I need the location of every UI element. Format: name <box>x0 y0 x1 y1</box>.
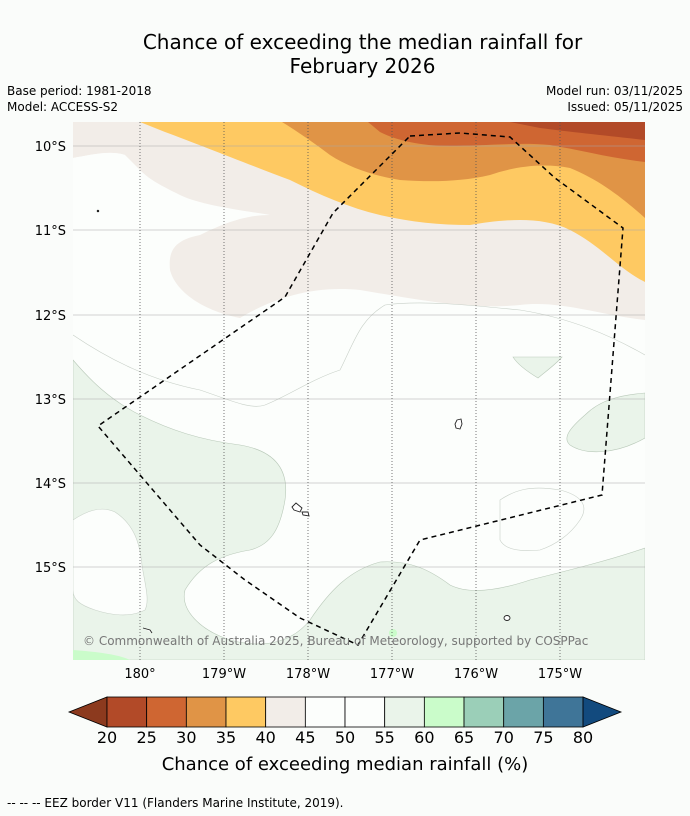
meta-left: Base period: 1981-2018 Model: ACCESS-S2 <box>7 83 152 115</box>
meta-right: Model run: 03/11/2025 Issued: 05/11/2025 <box>546 83 683 115</box>
colorbar-tick-label: 40 <box>256 728 276 747</box>
colorbar-tick-label: 35 <box>216 728 236 747</box>
lat-label-13s: 13°S <box>35 393 66 408</box>
region-60-65-south <box>73 650 130 660</box>
lat-label-14s: 14°S <box>35 477 66 492</box>
lat-label-12s: 12°S <box>35 309 66 324</box>
colorbar-segment <box>225 696 267 728</box>
lat-labels: 10°S 11°S 12°S 13°S 14°S 15°S <box>35 140 66 576</box>
colorbar-tick-label: 45 <box>295 728 315 747</box>
lon-labels: 180° 179°W 178°W 177°W 176°W 175°W <box>124 667 582 682</box>
eez-legend-note: -- -- -- EEZ border V11 (Flanders Marine… <box>7 796 344 810</box>
colorbar-title: Chance of exceeding median rainfall (%) <box>162 754 529 775</box>
colorbar-tick-label: 30 <box>176 728 196 747</box>
colorbar-segment <box>423 696 465 728</box>
islands <box>96 209 511 634</box>
colorbar-segment <box>185 696 227 728</box>
colorbar-segment <box>344 696 386 728</box>
colorbar-tick-label: 20 <box>97 728 117 747</box>
colorbar-under-arrow <box>67 696 108 728</box>
colorbar-segment <box>265 696 306 728</box>
lat-gridlines <box>73 145 645 568</box>
colorbar-segment <box>304 696 346 728</box>
colorbar-segment <box>106 696 148 728</box>
island-central-2 <box>301 511 310 517</box>
region-55-60-pocket <box>512 356 563 379</box>
lon-label-178w: 178°W <box>286 667 330 682</box>
contour-line <box>73 302 645 407</box>
colorbar-segment <box>463 696 505 728</box>
issued-date: Issued: 05/11/2025 <box>567 100 683 114</box>
island-south <box>503 615 511 621</box>
island-central <box>291 502 303 513</box>
island-east <box>454 418 463 430</box>
colorbar-segment <box>146 696 187 728</box>
colorbar-tick-label: 75 <box>533 728 553 747</box>
chart-title: Chance of exceeding the median rainfall … <box>0 30 690 78</box>
lon-label-179w: 179°W <box>202 667 246 682</box>
lon-label-175w: 175°W <box>538 667 582 682</box>
lat-label-15s: 15°S <box>35 561 66 576</box>
model-name: Model: ACCESS-S2 <box>7 100 119 114</box>
region-55-60-west <box>73 359 645 660</box>
lat-label-11s: 11°S <box>35 224 66 239</box>
map-area: © Commonwealth of Australia 2025, Bureau… <box>73 122 645 660</box>
eez-border <box>96 132 624 646</box>
title-line-2: February 2026 <box>289 54 436 78</box>
lat-label-10s: 10°S <box>35 140 66 155</box>
region-45-50-pocket-sw <box>73 508 148 616</box>
colorbar-over-arrow <box>582 696 623 728</box>
region-60-65-spot <box>389 629 397 637</box>
contour-line <box>499 487 585 551</box>
base-period: Base period: 1981-2018 <box>7 84 152 98</box>
colorbar-tick-label: 65 <box>454 728 474 747</box>
colorbar-tick-label: 70 <box>494 728 514 747</box>
region-20-25 <box>510 122 645 140</box>
region-45-50-pocket <box>73 152 139 240</box>
lon-label-180: 180° <box>124 667 155 682</box>
title-line-1: Chance of exceeding the median rainfall … <box>142 30 583 54</box>
colorbar-tick-label: 50 <box>335 728 355 747</box>
lon-label-176w: 176°W <box>454 667 498 682</box>
colorbar-tick-label: 60 <box>414 728 434 747</box>
colorbar-segment <box>542 696 584 728</box>
colorbar-segment <box>503 696 544 728</box>
colorbar: 20 25 30 35 40 45 50 55 60 65 70 75 80 <box>67 696 623 747</box>
colorbar-tick-label: 80 <box>573 728 593 747</box>
island-sw <box>142 627 153 634</box>
model-run: Model run: 03/11/2025 <box>545 84 683 98</box>
copyright-text: © Commonwealth of Australia 2025, Bureau… <box>83 634 588 648</box>
lon-label-177w: 177°W <box>370 667 414 682</box>
colorbar-segment <box>384 696 425 728</box>
island-nw <box>96 209 100 213</box>
colorbar-tick-label: 25 <box>136 728 156 747</box>
colorbar-tick-label: 55 <box>375 728 395 747</box>
